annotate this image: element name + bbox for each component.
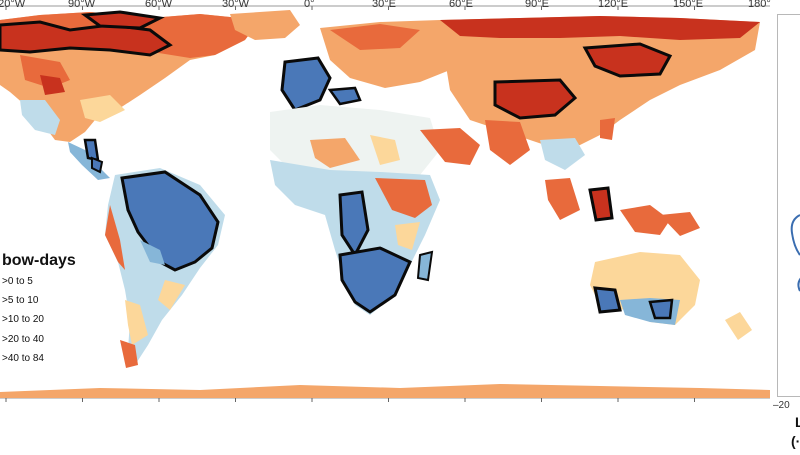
south-america [105, 168, 225, 368]
legend-item: >20 to 40 [2, 333, 44, 345]
asia [420, 16, 760, 236]
legend-item: >5 to 10 [2, 295, 39, 307]
side-chart-frame [777, 14, 800, 397]
lon-label-120w: 120°W [0, 0, 26, 10]
lon-label-120e: 120°E [598, 0, 629, 10]
lon-label-90e: 90°E [525, 0, 549, 10]
legend-item: >40 to 84 [2, 352, 44, 364]
lon-label-60e: 60°E [449, 0, 473, 10]
africa [270, 160, 440, 315]
world-map: 120°W 90°W 60°W 30°W 0° 30°E 60°E 90°E 1… [0, 0, 772, 402]
lon-label-180: 180° [748, 0, 771, 10]
lon-label-90w: 90°W [68, 0, 96, 10]
map-legend: bow-days >0 to 5 >5 to 10 >10 to 20 >20 … [2, 252, 132, 368]
map-canvas [0, 5, 772, 402]
lon-label-30w: 30°W [222, 0, 250, 10]
lon-label-150e: 150°E [673, 0, 704, 10]
australia [590, 252, 752, 340]
legend-title: bow-days [2, 252, 76, 269]
side-chart-panel: –20 L (· [771, 0, 800, 450]
side-chart-curve [790, 214, 800, 292]
north-america [0, 10, 300, 180]
side-axis-label-unit: (· [791, 433, 800, 449]
lon-label-30e: 30°E [372, 0, 396, 10]
lon-label-60w: 60°W [145, 0, 173, 10]
side-x-tick: –20 [773, 400, 790, 411]
legend-item: >0 to 5 [2, 276, 33, 287]
lon-label-0: 0° [304, 0, 315, 10]
legend-item: >10 to 20 [2, 314, 44, 326]
antarctica [0, 384, 770, 398]
europe-north-africa [270, 20, 470, 180]
side-axis-label: L [795, 414, 800, 430]
